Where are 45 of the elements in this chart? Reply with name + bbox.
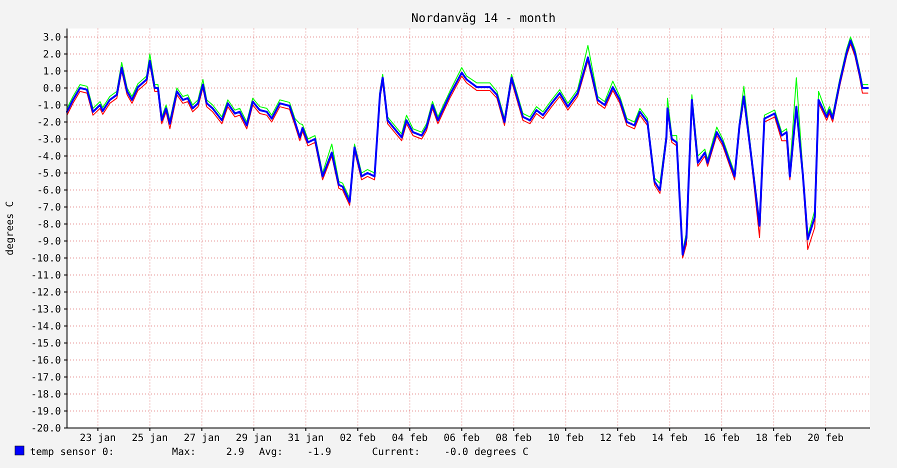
x-tick-label: 12 feb [600, 433, 636, 444]
y-tick-label: -2.0 [36, 118, 61, 128]
text: Avg: -1.9 [259, 447, 332, 458]
y-tick-label: 0.0 [42, 84, 61, 94]
y-tick-label: -4.0 [36, 152, 61, 162]
x-tick-label: 02 feb [340, 433, 376, 444]
y-tick-label: -14.0 [30, 322, 61, 332]
y-tick-label: -19.0 [30, 406, 61, 418]
y-tick-label: -1.0 [36, 100, 61, 112]
y-tick-label: -10.0 [30, 254, 61, 264]
x-tick-label: 20 feb [808, 433, 844, 444]
y-tick-label: 2.0 [42, 50, 61, 60]
x-tick-label: 10 feb [548, 433, 584, 444]
text: Current: -0.0 degrees C [372, 447, 529, 458]
y-tick-label: 3.0 [42, 32, 61, 44]
x-tick-label: 29 jan [236, 433, 272, 444]
y-tick-label: -20.0 [30, 424, 61, 434]
y-tick-label: -17.0 [30, 372, 61, 384]
y-tick-label: -6.0 [36, 186, 61, 196]
x-tick-label: 04 feb [392, 433, 428, 444]
x-tick-label: 25 jan [132, 433, 168, 444]
x-tick-label: 08 feb [496, 433, 532, 444]
y-tick-label: -13.0 [30, 304, 61, 316]
y-tick-label: -16.0 [30, 356, 61, 366]
y-tick-label: -3.0 [36, 134, 61, 146]
x-tick-label: 06 feb [444, 433, 480, 444]
y-tick-label: -18.0 [30, 390, 61, 400]
y-tick-label: -12.0 [30, 288, 61, 298]
y-tick-label: -7.0 [36, 202, 61, 214]
text: Max: 2.9 [172, 447, 244, 458]
y-axis-title: degrees C [5, 201, 16, 256]
x-tick-label: 14 feb [652, 433, 688, 444]
x-tick-label: 18 feb [756, 433, 792, 444]
chart-title: Nordanväg 14 - month [411, 11, 556, 25]
x-tick-label: 27 jan [184, 433, 220, 444]
x-tick-label: 31 jan [288, 433, 324, 444]
y-tick-label: -15.0 [30, 338, 61, 350]
x-tick-label: 16 feb [704, 433, 740, 444]
legend-label: temp sensor 0: [30, 447, 114, 458]
y-tick-label: -9.0 [36, 236, 61, 248]
x-tick-label: 23 jan [80, 433, 116, 444]
y-tick-label: -5.0 [36, 168, 61, 180]
y-tick-label: 1.0 [42, 66, 61, 78]
y-tick-label: -11.0 [30, 270, 61, 282]
y-tick-label: -8.0 [36, 220, 61, 230]
